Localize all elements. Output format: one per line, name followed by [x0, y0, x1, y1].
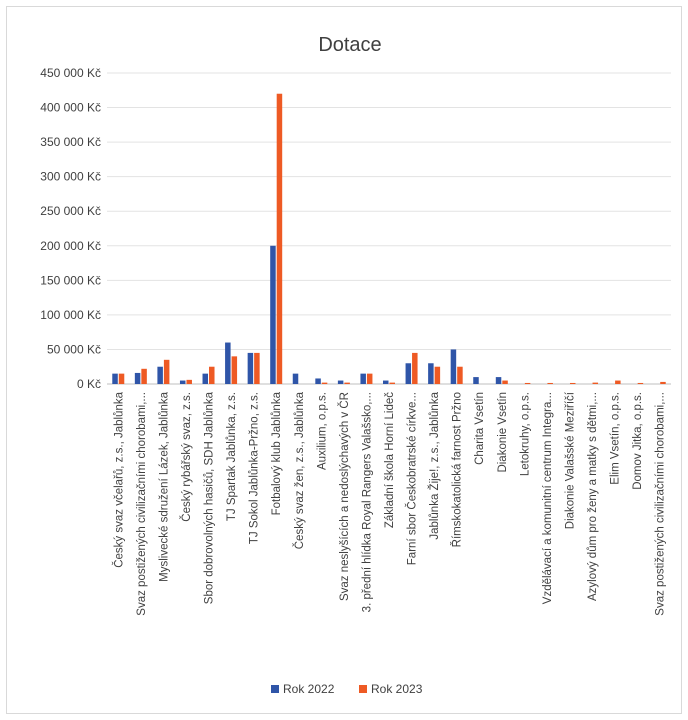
legend-swatch — [359, 685, 367, 693]
x-tick-label: Azylový dům pro ženy a matky s dětmi,... — [587, 392, 599, 601]
bar-rok-2023 — [163, 359, 170, 384]
x-tick-label: Český rybářský svaz, z.s. — [180, 392, 193, 522]
x-tick-label: Český svaz včelařů, z.s., Jablůnka — [112, 391, 125, 567]
bar-rok-2022 — [270, 245, 276, 384]
y-tick-label: 0 Kč — [77, 377, 101, 391]
bar-rok-2023 — [637, 382, 644, 384]
legend-label: Rok 2022 — [283, 682, 335, 696]
x-tick-label: Diakonie Valašské Meziříčí — [564, 391, 576, 529]
legend: Rok 2022 Rok 2023 — [271, 682, 423, 696]
bar-rok-2023 — [186, 379, 192, 384]
x-tick-label: Jablůnka Žije!, z.s., Jablůnka — [428, 391, 441, 539]
bar-rok-2023 — [569, 382, 576, 384]
x-tick-label: Fotbalový klub Jablůnka — [271, 391, 283, 515]
bar-rok-2023 — [366, 373, 373, 384]
x-tick-label: Diakonie Vsetín — [497, 392, 509, 473]
bar-rok-2022 — [225, 342, 231, 384]
x-tick-label: Římskokatolická farnost Pržno — [451, 392, 464, 547]
x-tick-label: 3. přední hlídka Royal Rangers Valašsko,… — [361, 392, 373, 612]
bar-rok-2023 — [660, 381, 666, 384]
x-tick-label: Elim Vsetín, o.p.s. — [610, 392, 622, 485]
x-tick-label: Domov Jitka, o.p.s. — [632, 392, 644, 490]
bar-rok-2023 — [457, 366, 463, 384]
y-tick-label: 200 000 Kč — [40, 239, 101, 253]
y-tick-label: 300 000 Kč — [40, 170, 101, 184]
bar-rok-2023 — [344, 382, 350, 384]
bar-rok-2022 — [383, 380, 389, 384]
legend-swatch — [271, 685, 279, 693]
bar-rok-2022 — [337, 380, 344, 384]
x-tick-label: Myslivecké sdružení Lázek, Jablůnka — [158, 391, 170, 581]
x-tick-label: TJ Sokol Jablůnka-Pržno, z.s. — [249, 392, 261, 544]
bar-rok-2023 — [209, 366, 215, 384]
bar-rok-2022 — [179, 380, 186, 384]
gridlines — [107, 72, 671, 385]
x-tick-label: Základní škola Horní Lideč — [384, 392, 396, 528]
bar-rok-2022 — [157, 366, 163, 384]
bar-rok-2023 — [389, 382, 395, 384]
bar-rok-2023 — [434, 366, 441, 384]
bar-rok-2022 — [473, 377, 479, 384]
y-tick-label: 450 000 Kč — [40, 66, 101, 80]
y-tick-label: 250 000 Kč — [40, 204, 101, 218]
bar-rok-2022 — [495, 377, 502, 384]
y-tick-label: 50 000 Kč — [47, 342, 101, 356]
bar-rok-2023 — [231, 356, 238, 384]
bar-rok-2022 — [315, 378, 321, 384]
x-tick-label: Vzdělávací a komunitní centrum Integra..… — [542, 392, 554, 604]
bar-rok-2022 — [202, 373, 209, 384]
bar-rok-2022 — [247, 352, 254, 384]
bar-rok-2022 — [405, 363, 412, 384]
bar-rok-2022 — [450, 349, 457, 384]
bar-rok-2023 — [547, 382, 553, 384]
bar-rok-2022 — [134, 372, 141, 384]
bar-rok-2023 — [524, 382, 531, 384]
bar-rok-2023 — [254, 352, 260, 384]
bar-rok-2023 — [502, 380, 508, 384]
x-tick-label: Svaz neslyšících a nedoslýchavých v ČR — [338, 392, 351, 601]
x-tick-label: Sbor dobrovolných hasičů, SDH Jablůnka — [204, 391, 216, 604]
chart-frame: Dotace 0 Kč 50 000 Kč 100 000 Kč 150 000 Kč… — [6, 6, 682, 714]
bar-rok-2022 — [360, 373, 366, 384]
x-tick-label: Český svaz žen, z.s., Jablůnka — [293, 391, 306, 549]
bar-rok-2022 — [292, 373, 299, 384]
x-tick-label: TJ Spartak Jablůnka, z.s. — [226, 392, 238, 521]
chart-title: Dotace — [318, 34, 381, 56]
y-tick-label: 150 000 Kč — [40, 273, 101, 287]
x-tick-label: Charita Vsetín — [474, 392, 486, 465]
x-tick-label: Letokruhy, o.p.s. — [519, 392, 531, 476]
bar-rok-2023 — [412, 352, 418, 384]
bar-rok-2023 — [276, 93, 283, 384]
bar-rok-2023 — [141, 368, 147, 384]
bar-rok-2023 — [118, 373, 125, 384]
bar-rok-2023 — [592, 382, 599, 384]
bar-rok-2023 — [615, 380, 621, 384]
legend-label: Rok 2023 — [371, 682, 423, 696]
y-tick-label: 350 000 Kč — [40, 135, 101, 149]
x-axis-tick-labels: Český svaz včelařů, z.s., Jablůnka Svaz p… — [112, 391, 666, 616]
x-tick-label: Auxilium, o.p.s. — [316, 392, 328, 470]
bar-rok-2022 — [428, 363, 434, 384]
bar-rok-2023 — [321, 382, 328, 384]
x-tick-label: Svaz postižených civilizačními chorobami… — [136, 392, 148, 616]
bars — [112, 93, 666, 384]
chart: Dotace 0 Kč 50 000 Kč 100 000 Kč 150 000 Kč… — [40, 34, 671, 696]
x-tick-label: Svaz postižených civilizačními chorobami… — [655, 392, 667, 616]
y-tick-label: 100 000 Kč — [40, 308, 101, 322]
y-tick-label: 400 000 Kč — [40, 101, 101, 115]
y-axis-tick-labels: 0 Kč 50 000 Kč 100 000 Kč 150 000 Kč 200 000… — [40, 66, 101, 391]
bar-rok-2022 — [112, 373, 118, 384]
x-tick-label: Farní sbor Českobratrské církve... — [406, 392, 419, 565]
